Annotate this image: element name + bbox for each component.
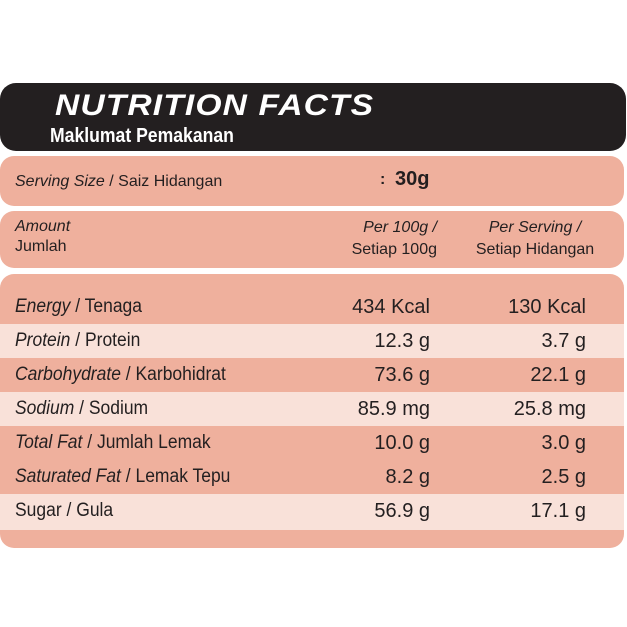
nutrient-ms: Sodium [88,398,149,419]
amount-header: Amount Jumlah [15,217,70,257]
nutrient-en: Protein [15,330,71,351]
per-serving-value: 2.5 g [541,466,586,488]
per100-header: Per 100g / Setiap 100g [322,217,437,261]
nutrient-ms: Tenaga [84,296,143,317]
table-row-protein: Protein / Protein 12.3 g 3.7 g [0,324,624,358]
table-row-total-fat: Total Fat / Jumlah Lemak 10.0 g 3.0 g [0,426,624,460]
separator: / [120,364,136,385]
column-headers: Amount Jumlah Per 100g / Setiap 100g Per… [0,211,624,268]
per100-value: 85.9 mg [357,398,430,420]
per-serving-value: 3.0 g [541,432,586,454]
nutrient-en: Sugar [15,500,62,521]
table-row-saturated-fat: Saturated Fat / Lemak Tepu 8.2 g 2.5 g [0,460,624,494]
table-row-sodium: Sodium / Sodium 85.9 mg 25.8 mg [0,392,624,426]
per-serving-value: 25.8 mg [513,398,586,420]
per100-value: 73.6 g [374,364,430,386]
per100-value: 434 Kcal [352,296,430,318]
nutrient-en: Energy [15,296,71,317]
table-row-carbohydrate: Carbohydrate / Karbohidrat 73.6 g 22.1 g [0,358,624,392]
separator: / [70,330,85,351]
nutrient-ms: Lemak Tepu [135,466,231,487]
separator: / [74,398,89,419]
table-row-sugar: Sugar / Gula 56.9 g 17.1 g [0,494,624,530]
per100-value: 56.9 g [374,500,430,522]
perserving-en: Per Serving / [488,219,582,236]
separator: / [61,500,77,521]
separator: / [120,466,136,487]
nutrient-ms: Gula [76,500,114,521]
per100-value: 12.3 g [374,330,430,352]
nutrient-en: Sodium [15,398,75,419]
amount-ms: Jumlah [15,238,67,255]
per100-en: Per 100g / [363,219,437,236]
nutrient-table: Energy / Tenaga 434 Kcal 130 Kcal Protei… [0,274,624,548]
serving-colon: : [380,171,386,188]
per-serving-value: 17.1 g [530,500,586,522]
serving-size-section: Serving Size / Saiz Hidangan : 30g [0,156,624,206]
subtitle: Maklumat Pemakanan [50,125,234,147]
per100-ms: Setiap 100g [351,241,437,258]
per100-value: 8.2 g [385,466,430,488]
nutrition-header: NUTRITION FACTS Maklumat Pemakanan [0,83,626,151]
nutrient-ms: Karbohidrat [135,364,226,385]
nutrient-ms: Protein [84,330,141,351]
separator: / [104,173,119,190]
nutrient-en: Carbohydrate [15,364,121,385]
nutrient-en: Saturated Fat [15,466,121,487]
title: NUTRITION FACTS [55,89,375,122]
perserving-ms: Setiap Hidangan [475,241,595,258]
nutrient-ms: Jumlah Lemak [96,432,211,453]
serving-size-ms: Saiz Hidangan [118,173,223,190]
per-serving-value: 130 Kcal [508,296,586,318]
per-serving-value: 22.1 g [530,364,586,386]
serving-size-en: Serving Size [15,173,105,190]
nutrient-en: Total Fat [15,432,83,453]
perserving-header: Per Serving / Setiap Hidangan [460,217,610,261]
serving-size-label: Serving Size / Saiz Hidangan [15,173,222,191]
per100-value: 10.0 g [374,432,430,454]
amount-en: Amount [15,218,71,235]
serving-size-value: 30g [395,168,430,190]
table-row-energy: Energy / Tenaga 434 Kcal 130 Kcal [0,290,624,324]
per-serving-value: 3.7 g [541,330,586,352]
separator: / [82,432,97,453]
separator: / [70,296,85,317]
